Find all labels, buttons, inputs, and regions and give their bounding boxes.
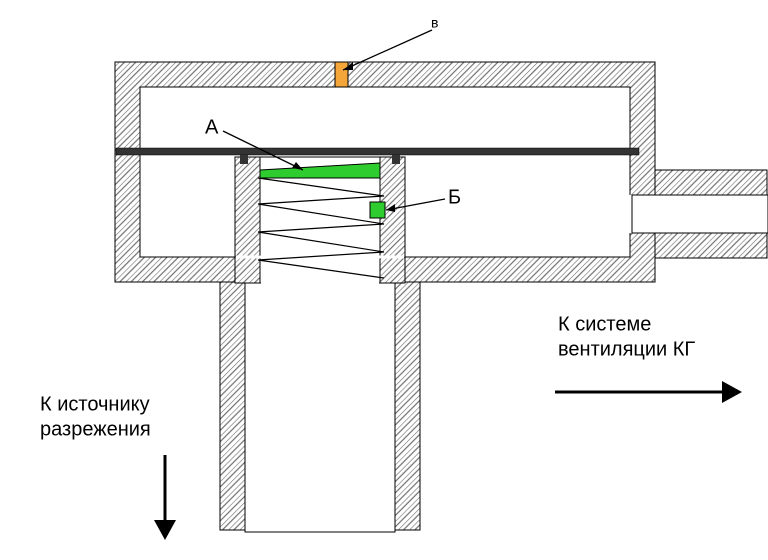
orange-tab (335, 62, 348, 87)
right-pipe-bore (632, 195, 768, 233)
green-ring-b (370, 202, 385, 218)
bottom-pipe-bore (245, 282, 395, 532)
arrow-down-head (154, 520, 176, 540)
bottom-text-2: разрежения (40, 418, 151, 440)
right-text-1: К системе (558, 313, 651, 335)
label-b: Б (448, 186, 461, 208)
diaphragm-plate (116, 148, 639, 155)
right-text-2: вентиляции КГ (558, 338, 695, 360)
bottom-text-1: К источнику (40, 393, 150, 415)
label-v: в (431, 15, 438, 31)
label-a: А (205, 116, 219, 138)
arrow-right-head (722, 381, 742, 403)
